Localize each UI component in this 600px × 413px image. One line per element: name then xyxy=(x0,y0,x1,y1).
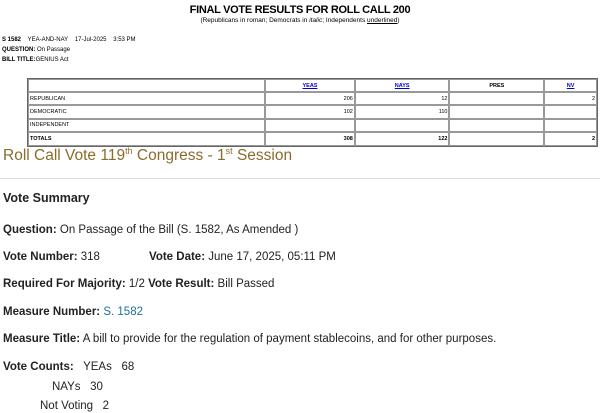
question-row: Question: On Passage of the Bill (S. 158… xyxy=(3,224,298,236)
subtitle-text: ) xyxy=(397,17,400,24)
nv-link[interactable]: NV xyxy=(566,82,575,89)
label: Required For Majority: xyxy=(3,278,126,290)
yeas-cell xyxy=(265,118,355,133)
result-value: Bill Passed xyxy=(217,278,275,290)
vote-summary-heading: Vote Summary xyxy=(3,191,90,205)
measure-title-value: A bill to provide for the regulation of … xyxy=(82,333,497,345)
table-row: INDEPENDENT xyxy=(28,118,597,133)
heading-text: Roll Call Vote 119 xyxy=(3,147,126,164)
nv-cell xyxy=(544,118,597,133)
bill-title-line: BILL TITLE:GENIUS Act xyxy=(2,57,69,63)
vote-totals-table: YEAS NAYS PRES NV REPUBLICAN 206 12 2 DEMOC… xyxy=(27,78,598,147)
table-row: REPUBLICAN 206 12 2 xyxy=(28,92,597,106)
label: Vote Counts: xyxy=(3,361,74,373)
yeas-cell: 308 xyxy=(265,132,355,146)
question-value: On Passage xyxy=(37,47,71,53)
party-cell: DEMOCRATIC xyxy=(28,105,266,119)
heading-sup: st xyxy=(225,145,233,156)
vote-date-value: June 17, 2025, 05:11 PM xyxy=(208,251,336,263)
yeas-count: 68 xyxy=(121,361,135,373)
header-nays[interactable]: NAYS xyxy=(354,79,450,92)
heading-text: Session xyxy=(232,147,293,164)
bill-title-label: BILL TITLE: xyxy=(2,57,36,63)
vote-date: 17-Jul-2025 xyxy=(74,37,107,43)
not-voting-count: 2 xyxy=(102,400,110,412)
vote-meta: S 1582 YEA-AND-NAY 17-Jul-2025 3:53 PM xyxy=(2,37,136,43)
header-nv[interactable]: NV xyxy=(544,79,597,92)
page-title: FINAL VOTE RESULTS FOR ROLL CALL 200 xyxy=(189,4,411,16)
table-row: DEMOCRATIC 102 110 xyxy=(28,105,597,119)
nv-cell xyxy=(544,105,597,119)
pres-cell xyxy=(449,92,545,106)
yeas-cell: 206 xyxy=(265,92,355,106)
pres-cell xyxy=(449,105,545,119)
label: Vote Result: xyxy=(148,278,215,290)
question-label: QUESTION: xyxy=(2,47,36,53)
label: Question: xyxy=(3,224,57,236)
nays-cell: 122 xyxy=(354,132,450,146)
divider xyxy=(0,178,600,179)
majority-value: 1/2 xyxy=(128,278,145,290)
question-line: QUESTION: On Passage xyxy=(2,47,70,53)
label: Measure Title: xyxy=(3,333,81,345)
subtitle-underlined: underlined xyxy=(367,17,398,24)
not-voting-label: Not Voting xyxy=(40,400,94,412)
measure-title-row: Measure Title: A bill to provide for the… xyxy=(3,333,496,345)
yeas-link[interactable]: YEAS xyxy=(302,82,318,89)
subtitle-text: ; Independents xyxy=(322,17,368,24)
vote-number-row: Vote Number: 318 xyxy=(3,251,100,263)
subtitle: (Republicans in roman; Democrats in ital… xyxy=(0,17,600,24)
nays-count: 30 xyxy=(90,381,103,393)
vote-counts-row: Vote Counts: YEAs 68 xyxy=(3,361,134,373)
subtitle-text: (Republicans in roman; Democrats in xyxy=(200,17,310,24)
nv-cell: 2 xyxy=(544,92,597,106)
nays-row: NAYs 30 xyxy=(52,381,103,393)
question-value: On Passage of the Bill (S. 1582, As Amen… xyxy=(59,224,299,236)
nays-label: NAYs xyxy=(52,381,81,393)
vote-type: YEA-AND-NAY xyxy=(27,37,69,43)
header-pres: PRES xyxy=(449,79,545,92)
bill-id: S 1582 xyxy=(2,37,22,43)
label: Measure Number: xyxy=(3,306,101,318)
roll-call-heading: Roll Call Vote 119th Congress - 1st Sess… xyxy=(3,145,293,165)
heading-sup: th xyxy=(125,145,133,156)
subtitle-italic: italic xyxy=(309,17,323,24)
header-yeas[interactable]: YEAS xyxy=(265,79,355,92)
nv-cell: 2 xyxy=(544,132,597,146)
nays-cell: 110 xyxy=(354,105,450,119)
label: Vote Number: xyxy=(3,251,78,263)
header-party xyxy=(28,79,266,92)
table-header-row: YEAS NAYS PRES NV xyxy=(28,79,597,92)
totals-row: TOTALS 308 122 2 xyxy=(28,132,597,146)
vote-time: 3:53 PM xyxy=(113,37,136,43)
vote-number-value: 318 xyxy=(80,251,100,263)
pres-cell xyxy=(449,118,545,133)
nays-link[interactable]: NAYS xyxy=(394,82,410,89)
nays-cell xyxy=(354,118,450,133)
yeas-label: YEAs xyxy=(83,361,112,373)
nays-cell: 12 xyxy=(354,92,450,106)
pres-cell xyxy=(449,132,545,146)
yeas-cell: 102 xyxy=(265,105,355,119)
vote-date-row: Vote Date: June 17, 2025, 05:11 PM xyxy=(149,251,336,263)
measure-number-link[interactable]: S. 1582 xyxy=(103,306,143,318)
not-voting-row: Not Voting 2 xyxy=(40,400,109,412)
bill-title-value: GENIUS Act xyxy=(35,57,69,63)
party-cell: INDEPENDENT xyxy=(28,118,266,133)
party-cell: REPUBLICAN xyxy=(28,92,266,106)
measure-number-row: Measure Number: S. 1582 xyxy=(3,306,143,318)
party-cell: TOTALS xyxy=(28,132,266,146)
majority-row: Required For Majority: 1/2 Vote Result: … xyxy=(3,278,274,290)
label: Vote Date: xyxy=(149,251,206,263)
heading-text: Congress - 1 xyxy=(132,147,226,164)
